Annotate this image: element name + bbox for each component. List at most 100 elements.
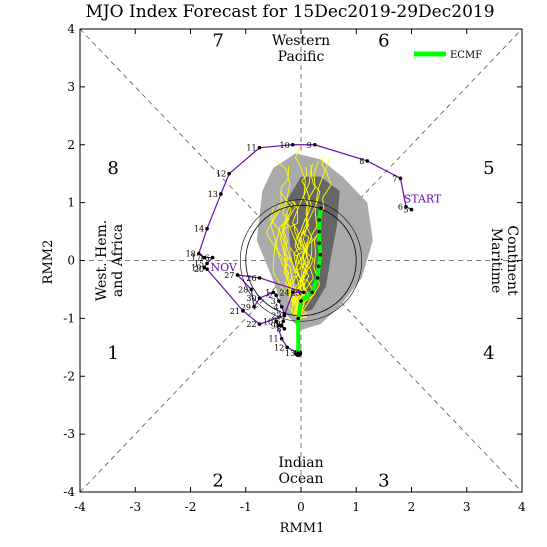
observed-point-label: 21 bbox=[230, 307, 240, 316]
observed-point bbox=[249, 287, 254, 292]
x-tick-label: 2 bbox=[408, 500, 416, 514]
y-axis-label: RMM2 bbox=[41, 240, 56, 285]
ensemble-mean-point bbox=[317, 218, 322, 222]
observed-point-label: 6 bbox=[398, 203, 403, 212]
observed-point-label: 19 bbox=[191, 263, 201, 272]
observed-point-label: 12 bbox=[216, 170, 226, 179]
observed-point bbox=[241, 309, 245, 313]
y-tick-label: -1 bbox=[63, 311, 75, 325]
phase-label: 5 bbox=[483, 158, 494, 179]
observed-point-label: 22 bbox=[246, 320, 256, 329]
ensemble-mean-point bbox=[310, 290, 314, 295]
observed-point bbox=[285, 345, 289, 350]
phase-label: 8 bbox=[107, 158, 118, 179]
observed-point bbox=[365, 159, 370, 163]
phase-label: 7 bbox=[212, 31, 223, 52]
x-tick-label: 3 bbox=[463, 500, 471, 514]
observed-point-label: 2 bbox=[268, 291, 273, 300]
observed-point bbox=[282, 311, 287, 316]
y-tick-label: -2 bbox=[63, 369, 75, 383]
phase-label: 6 bbox=[378, 31, 389, 52]
observed-point-label: 30 bbox=[246, 294, 256, 303]
y-tick-label: -4 bbox=[63, 485, 75, 499]
ensemble-mean-point bbox=[299, 299, 303, 303]
ensemble-member-line bbox=[275, 199, 301, 319]
observed-point bbox=[257, 296, 262, 300]
observed-point bbox=[282, 326, 287, 331]
observed-point-label: 12 bbox=[274, 343, 284, 352]
ensemble-mean-point bbox=[316, 264, 321, 269]
x-tick-label: 0 bbox=[297, 500, 305, 514]
ensemble-member-line bbox=[297, 166, 313, 319]
ensemble-member-line bbox=[276, 160, 299, 319]
ensemble-mean-point bbox=[296, 316, 301, 321]
observed-point bbox=[219, 192, 223, 196]
y-tick-label: 2 bbox=[67, 138, 75, 152]
observed-point-label: 17 bbox=[191, 254, 201, 263]
observed-point bbox=[277, 323, 281, 328]
observed-point-label: 18 bbox=[186, 250, 196, 259]
observed-point-label: 7 bbox=[392, 174, 397, 183]
observed-point bbox=[409, 207, 414, 212]
observed-point bbox=[210, 255, 215, 260]
y-tick-label: 3 bbox=[67, 80, 75, 94]
observed-point-label: 7 bbox=[274, 321, 279, 330]
observed-point bbox=[205, 261, 209, 266]
ensemble-mean-point bbox=[319, 206, 323, 211]
region-label-top: Western bbox=[272, 33, 330, 49]
observed-point-label: 23 bbox=[271, 311, 281, 320]
observed-point bbox=[196, 251, 201, 256]
observed-point-label: 5 bbox=[276, 310, 281, 319]
observed-point bbox=[290, 290, 295, 295]
reference-circle bbox=[239, 199, 363, 322]
observed-point-label: 20 bbox=[194, 265, 204, 274]
observed-point bbox=[281, 319, 286, 324]
y-tick-label: 4 bbox=[67, 22, 75, 36]
ensemble-mean-point bbox=[296, 351, 301, 355]
x-tick-label: 1 bbox=[352, 500, 360, 514]
observed-point-label: 11 bbox=[268, 335, 278, 344]
observed-point-label: 8 bbox=[276, 325, 281, 334]
observed-point bbox=[257, 322, 262, 326]
region-label-right: Continent bbox=[504, 225, 520, 296]
observed-point bbox=[202, 265, 207, 270]
observed-point-label: 4 bbox=[274, 303, 279, 312]
region-label-right: Maritime bbox=[488, 228, 504, 294]
ensemble-members bbox=[266, 143, 332, 319]
legend: ECMF bbox=[414, 50, 482, 61]
x-tick-label: -3 bbox=[129, 500, 141, 514]
observed-point-label: 15 bbox=[194, 259, 204, 268]
ensemble-member-line bbox=[279, 191, 303, 319]
phase-label: 1 bbox=[107, 343, 118, 364]
observed-point bbox=[404, 204, 408, 209]
observed-point-label: 13 bbox=[285, 349, 295, 358]
ensemble-member-line bbox=[295, 163, 314, 319]
observed-point-label: 9 bbox=[307, 141, 312, 150]
observed-point bbox=[271, 290, 276, 295]
x-tick-label: 4 bbox=[518, 500, 526, 514]
ensemble-mean-point bbox=[317, 229, 322, 234]
observed-point-label: 16 bbox=[199, 254, 209, 263]
x-tick-label: -4 bbox=[74, 500, 86, 514]
ensemble-member-line bbox=[294, 157, 331, 319]
phase-label: 2 bbox=[212, 470, 223, 491]
observed-point-label: 5 bbox=[403, 206, 408, 215]
region-label-top: Pacific bbox=[278, 49, 325, 65]
observed-point bbox=[252, 305, 256, 309]
observed-point bbox=[301, 290, 306, 295]
diagonal-line bbox=[79, 28, 523, 493]
observed-point bbox=[279, 305, 284, 309]
observed-point bbox=[277, 299, 281, 303]
phase-label: 3 bbox=[378, 470, 389, 491]
reference-circles bbox=[239, 199, 363, 322]
observed-point-label: 13 bbox=[208, 190, 218, 199]
observed-point bbox=[274, 293, 278, 298]
observed-point-label: 8 bbox=[359, 157, 364, 166]
y-tick-label: 0 bbox=[67, 254, 75, 268]
ensemble-member-line bbox=[283, 257, 299, 319]
annotations: START NOV bbox=[210, 193, 442, 274]
